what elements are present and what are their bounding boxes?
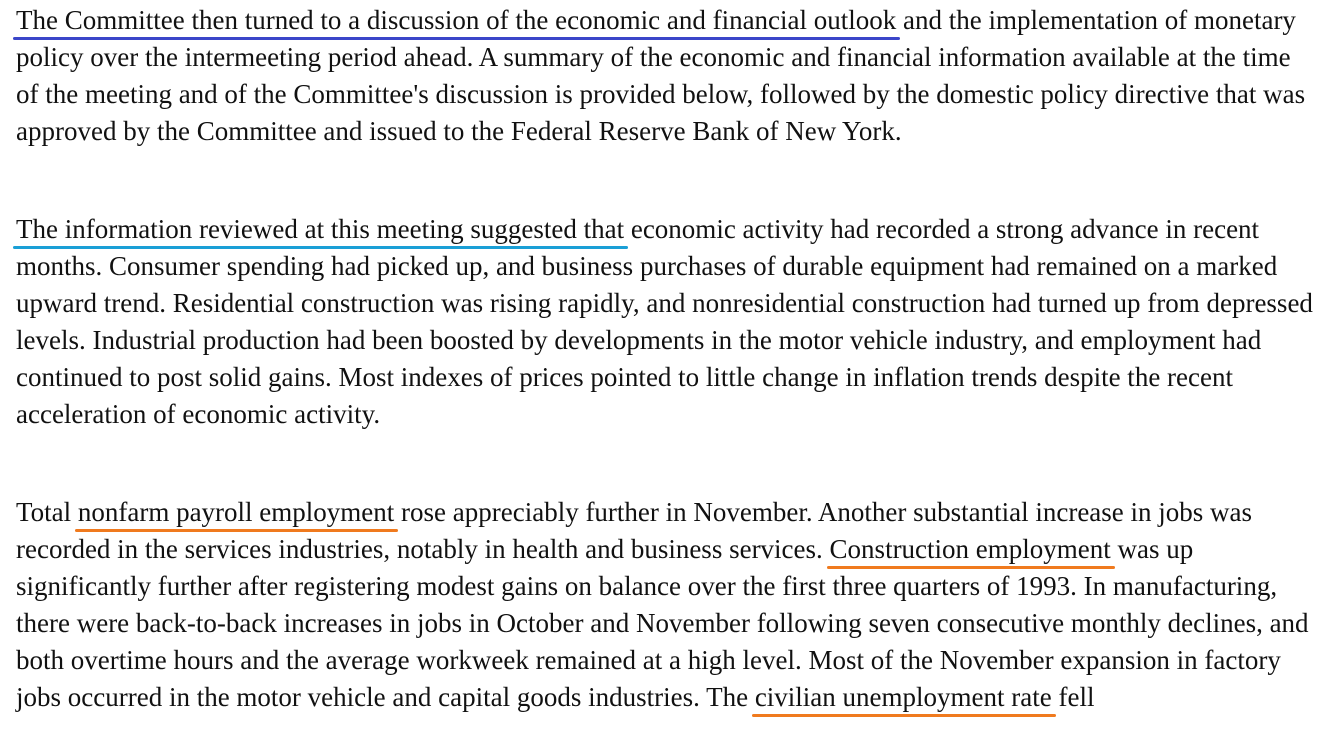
highlight-construction-employment: Construction employment <box>829 534 1111 564</box>
paragraph-text: fell <box>1051 682 1095 712</box>
paragraph-information-reviewed: The information reviewed at this meeting… <box>16 211 1316 433</box>
paragraph-employment: Total nonfarm payroll employment rose ap… <box>16 494 1316 716</box>
paragraph-text: rose appreciably further in November. An… <box>16 497 1253 564</box>
highlight-outlook: The Committee then turned to a discussio… <box>16 5 897 35</box>
paragraph-text: economic activity had recorded a strong … <box>16 214 1313 429</box>
paragraph-text: was up significantly further after regis… <box>16 534 1309 712</box>
paragraph-text: and the implementation of monetary polic… <box>16 5 1306 146</box>
highlight-unemployment-rate: civilian unemployment rate <box>754 682 1052 712</box>
highlight-nonfarm-payroll: nonfarm payroll employment <box>77 497 395 527</box>
paragraph-text: Total <box>16 497 78 527</box>
paragraph-outlook: The Committee then turned to a discussio… <box>16 2 1316 150</box>
highlight-information-reviewed: The information reviewed at this meeting… <box>16 214 625 244</box>
